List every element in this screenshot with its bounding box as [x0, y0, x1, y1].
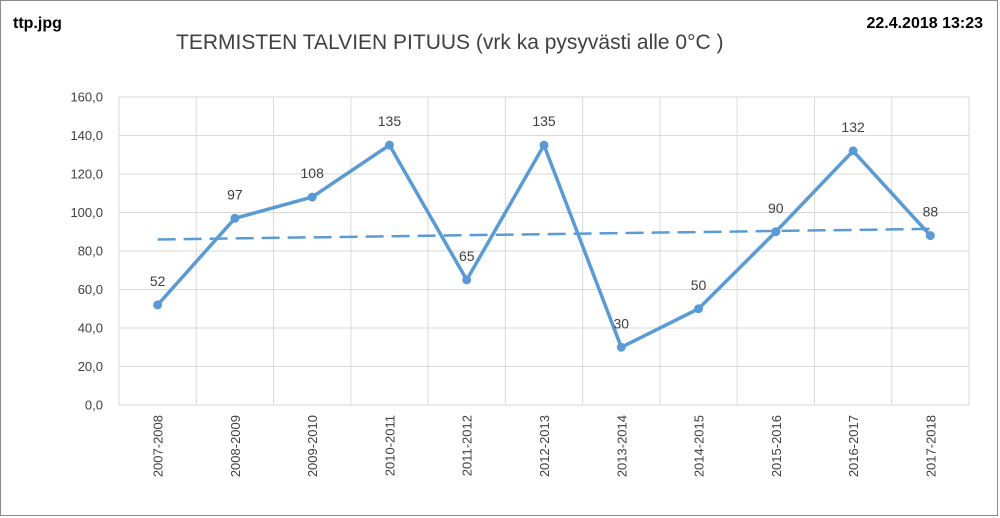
data-label: 90	[768, 200, 784, 216]
timestamp-label: 22.4.2018 13:23	[866, 15, 983, 32]
data-point	[616, 342, 626, 352]
x-tick-label: 2017-2018	[923, 415, 938, 477]
data-label: 50	[691, 277, 707, 293]
x-tick-label: 2007-2008	[151, 415, 166, 477]
data-label: 30	[613, 315, 629, 331]
y-tick-label: 0,0	[85, 398, 103, 413]
data-label: 88	[923, 204, 939, 220]
data-point	[925, 231, 935, 241]
data-point	[771, 227, 781, 237]
y-tick-label: 80,0	[78, 244, 103, 259]
data-point	[307, 192, 317, 202]
x-tick-label: 2015-2016	[769, 415, 784, 477]
data-label: 108	[301, 165, 325, 181]
y-tick-label: 140,0	[70, 128, 103, 143]
y-tick-label: 120,0	[70, 167, 103, 182]
x-tick-label: 2010-2011	[382, 415, 397, 476]
y-tick-label: 160,0	[70, 90, 103, 105]
x-tick-label: 2009-2010	[305, 415, 320, 477]
data-label: 65	[459, 248, 475, 264]
data-label: 97	[227, 186, 243, 202]
data-point	[384, 140, 394, 150]
x-tick-label: 2016-2017	[846, 415, 861, 477]
data-label: 132	[841, 119, 865, 135]
data-label: 52	[150, 273, 166, 289]
y-tick-label: 20,0	[78, 359, 103, 374]
data-point	[848, 146, 858, 156]
filename-label: ttp.jpg	[13, 15, 62, 32]
x-tick-label: 2013-2014	[614, 415, 629, 477]
data-point	[462, 275, 472, 285]
y-tick-label: 60,0	[78, 282, 103, 297]
data-label: 135	[532, 113, 556, 129]
y-tick-label: 40,0	[78, 321, 103, 336]
data-point	[694, 304, 704, 314]
y-tick-label: 100,0	[70, 205, 103, 220]
data-point	[539, 140, 549, 150]
x-tick-label: 2014-2015	[692, 415, 707, 477]
x-tick-label: 2011-2012	[460, 415, 475, 476]
x-tick-label: 2012-2013	[537, 415, 552, 477]
data-point	[230, 213, 240, 223]
x-tick-label: 2008-2009	[228, 415, 243, 477]
data-point	[153, 300, 163, 310]
data-label: 135	[378, 113, 402, 129]
chart-title: TERMISTEN TALVIEN PITUUS (vrk ka pysyväs…	[176, 31, 724, 54]
